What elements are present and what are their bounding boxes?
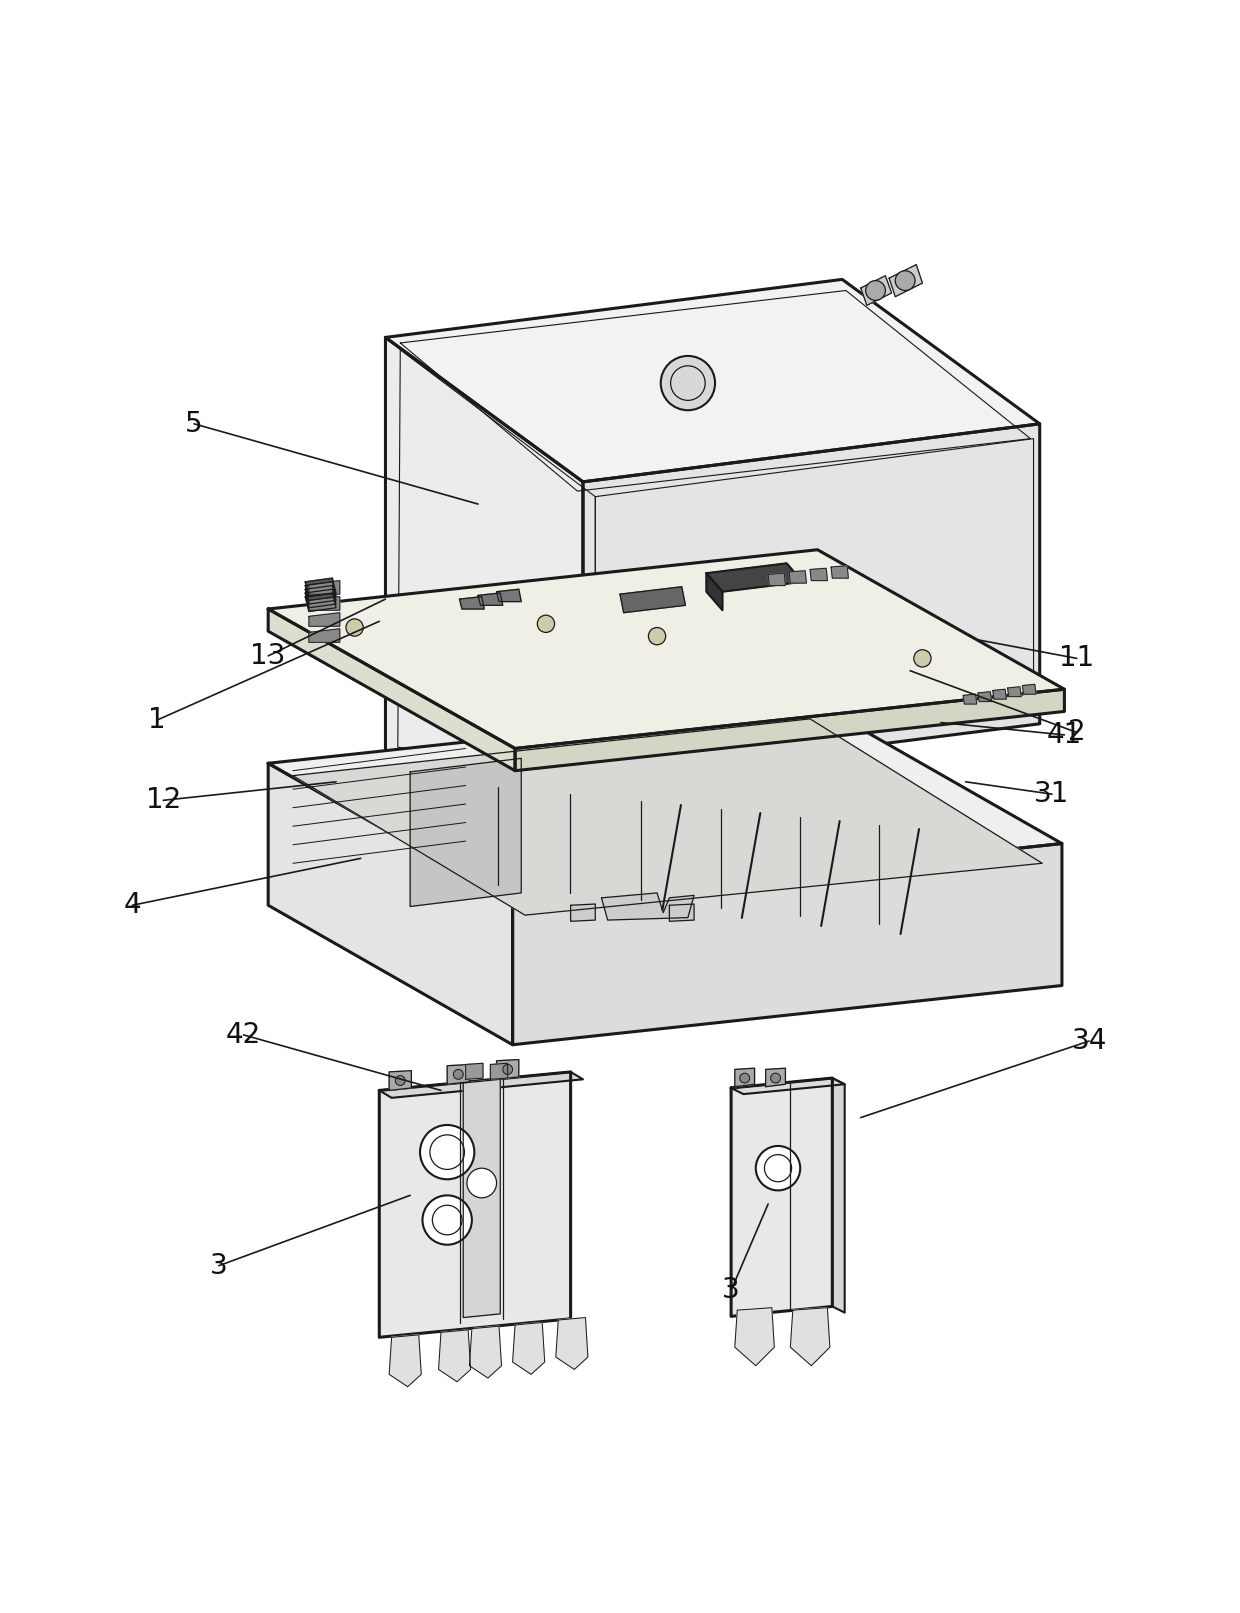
Polygon shape (490, 1063, 507, 1079)
Polygon shape (496, 1060, 518, 1079)
Polygon shape (978, 692, 992, 702)
Polygon shape (466, 1063, 482, 1079)
Polygon shape (810, 568, 827, 581)
Polygon shape (268, 703, 1061, 903)
Polygon shape (470, 1326, 501, 1378)
Polygon shape (670, 903, 694, 921)
Polygon shape (268, 763, 512, 1045)
Polygon shape (732, 1077, 844, 1094)
Polygon shape (768, 573, 785, 586)
Circle shape (467, 1168, 496, 1198)
Circle shape (423, 1195, 472, 1245)
Polygon shape (268, 550, 1064, 748)
Polygon shape (309, 629, 340, 642)
Polygon shape (735, 1068, 755, 1087)
Polygon shape (389, 1071, 412, 1090)
Polygon shape (583, 424, 1039, 782)
Circle shape (895, 271, 915, 290)
Circle shape (740, 1073, 750, 1082)
Polygon shape (889, 265, 923, 297)
Polygon shape (861, 276, 892, 305)
Text: 34: 34 (1071, 1027, 1107, 1055)
Polygon shape (309, 597, 340, 610)
Circle shape (770, 1073, 780, 1082)
Polygon shape (789, 571, 806, 582)
Polygon shape (305, 577, 336, 597)
Text: 12: 12 (145, 786, 181, 815)
Circle shape (454, 1069, 464, 1079)
Polygon shape (479, 594, 502, 605)
Polygon shape (765, 1068, 785, 1087)
Circle shape (537, 615, 554, 632)
Text: 42: 42 (226, 1021, 262, 1048)
Polygon shape (601, 894, 694, 919)
Polygon shape (305, 586, 336, 603)
Polygon shape (386, 337, 583, 782)
Polygon shape (305, 594, 336, 611)
Text: 41: 41 (1047, 721, 1083, 748)
Polygon shape (570, 903, 595, 921)
Polygon shape (460, 597, 484, 610)
Text: 3: 3 (722, 1276, 740, 1305)
Polygon shape (305, 582, 336, 600)
Circle shape (661, 356, 715, 410)
Circle shape (346, 619, 363, 636)
Polygon shape (831, 566, 848, 577)
Polygon shape (379, 1073, 570, 1337)
Polygon shape (1008, 687, 1022, 697)
Polygon shape (732, 1077, 832, 1316)
Polygon shape (309, 581, 340, 594)
Circle shape (756, 1145, 800, 1190)
Circle shape (649, 627, 666, 645)
Polygon shape (309, 613, 340, 626)
Circle shape (502, 1065, 512, 1074)
Text: 11: 11 (1059, 644, 1095, 673)
Text: 4: 4 (124, 892, 141, 919)
Polygon shape (515, 689, 1064, 771)
Polygon shape (293, 719, 1042, 915)
Polygon shape (389, 1336, 422, 1387)
Circle shape (396, 1076, 405, 1086)
Polygon shape (439, 1329, 471, 1382)
Polygon shape (386, 279, 1039, 482)
Text: 31: 31 (1034, 781, 1070, 808)
Text: 1: 1 (149, 706, 166, 734)
Polygon shape (512, 1323, 544, 1374)
Polygon shape (379, 1073, 583, 1098)
Polygon shape (735, 1308, 774, 1366)
Circle shape (866, 281, 885, 300)
Polygon shape (464, 1079, 500, 1318)
Circle shape (914, 650, 931, 668)
Polygon shape (556, 1318, 588, 1369)
Circle shape (420, 1124, 475, 1179)
Polygon shape (620, 587, 686, 613)
Polygon shape (496, 589, 521, 602)
Polygon shape (707, 573, 723, 610)
Polygon shape (963, 694, 977, 703)
Text: 13: 13 (250, 642, 286, 669)
Polygon shape (448, 1065, 470, 1084)
Polygon shape (305, 589, 336, 608)
Polygon shape (410, 758, 521, 907)
Polygon shape (832, 1077, 844, 1313)
Text: 3: 3 (210, 1252, 228, 1279)
Polygon shape (993, 689, 1007, 698)
Text: 5: 5 (185, 410, 203, 437)
Polygon shape (707, 563, 802, 592)
Polygon shape (268, 610, 515, 771)
Polygon shape (790, 1308, 830, 1366)
Polygon shape (1023, 684, 1035, 694)
Polygon shape (512, 844, 1061, 1045)
Text: 2: 2 (1068, 718, 1085, 747)
